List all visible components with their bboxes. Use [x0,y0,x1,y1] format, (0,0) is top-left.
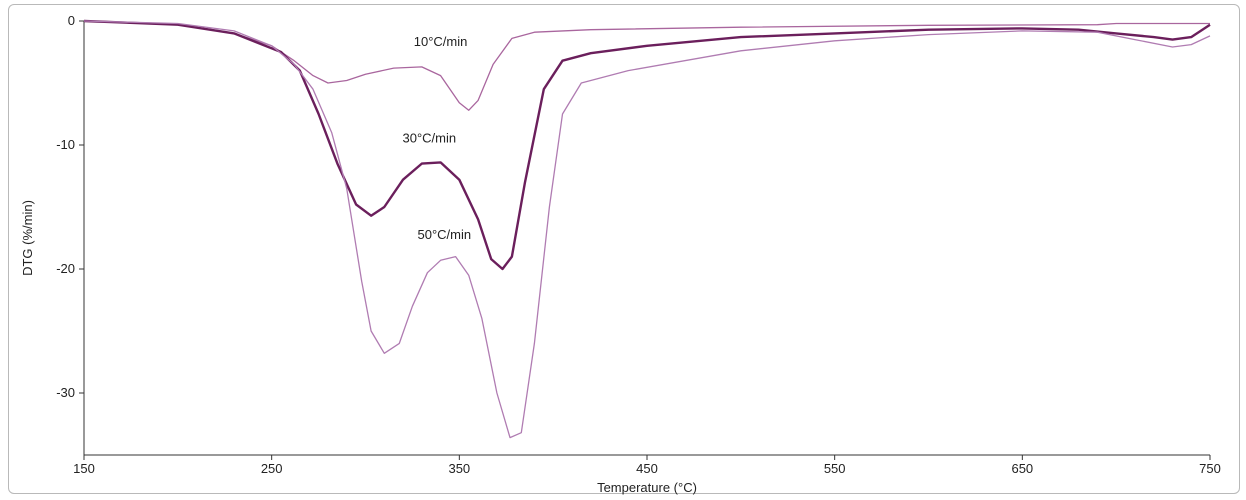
x-tick-label: 450 [636,461,658,476]
x-tick-label: 350 [448,461,470,476]
y-tick-label: -10 [56,137,75,152]
series-annotation-2: 30°C/min [403,131,457,146]
series-line-1 [83,20,1210,111]
chart-frame [8,4,1240,494]
x-tick-label: 750 [1199,461,1221,476]
y-tick-label: -20 [56,261,75,276]
axes [83,21,1210,456]
series-lines [83,19,1211,439]
ticks: 150 250 350 450 550 650 750 0 -10 -20 -30 [56,13,1221,476]
series-annotation-1: 10°C/min [414,34,468,49]
x-tick-label: 550 [824,461,846,476]
series-line-3 [83,20,1211,439]
y-axis-title: DTG (%/min) [20,200,35,276]
series-annotation-3: 50°C/min [418,227,472,242]
y-tick-label: 0 [68,13,75,28]
x-tick-label: 250 [261,461,283,476]
series-line-2 [83,19,1211,271]
x-tick-label: 150 [73,461,95,476]
series-annotations: 10°C/min 30°C/min 50°C/min [403,34,472,242]
y-tick-label: -30 [56,385,75,400]
x-tick-label: 650 [1011,461,1033,476]
x-axis-title: Temperature (°C) [597,480,697,495]
